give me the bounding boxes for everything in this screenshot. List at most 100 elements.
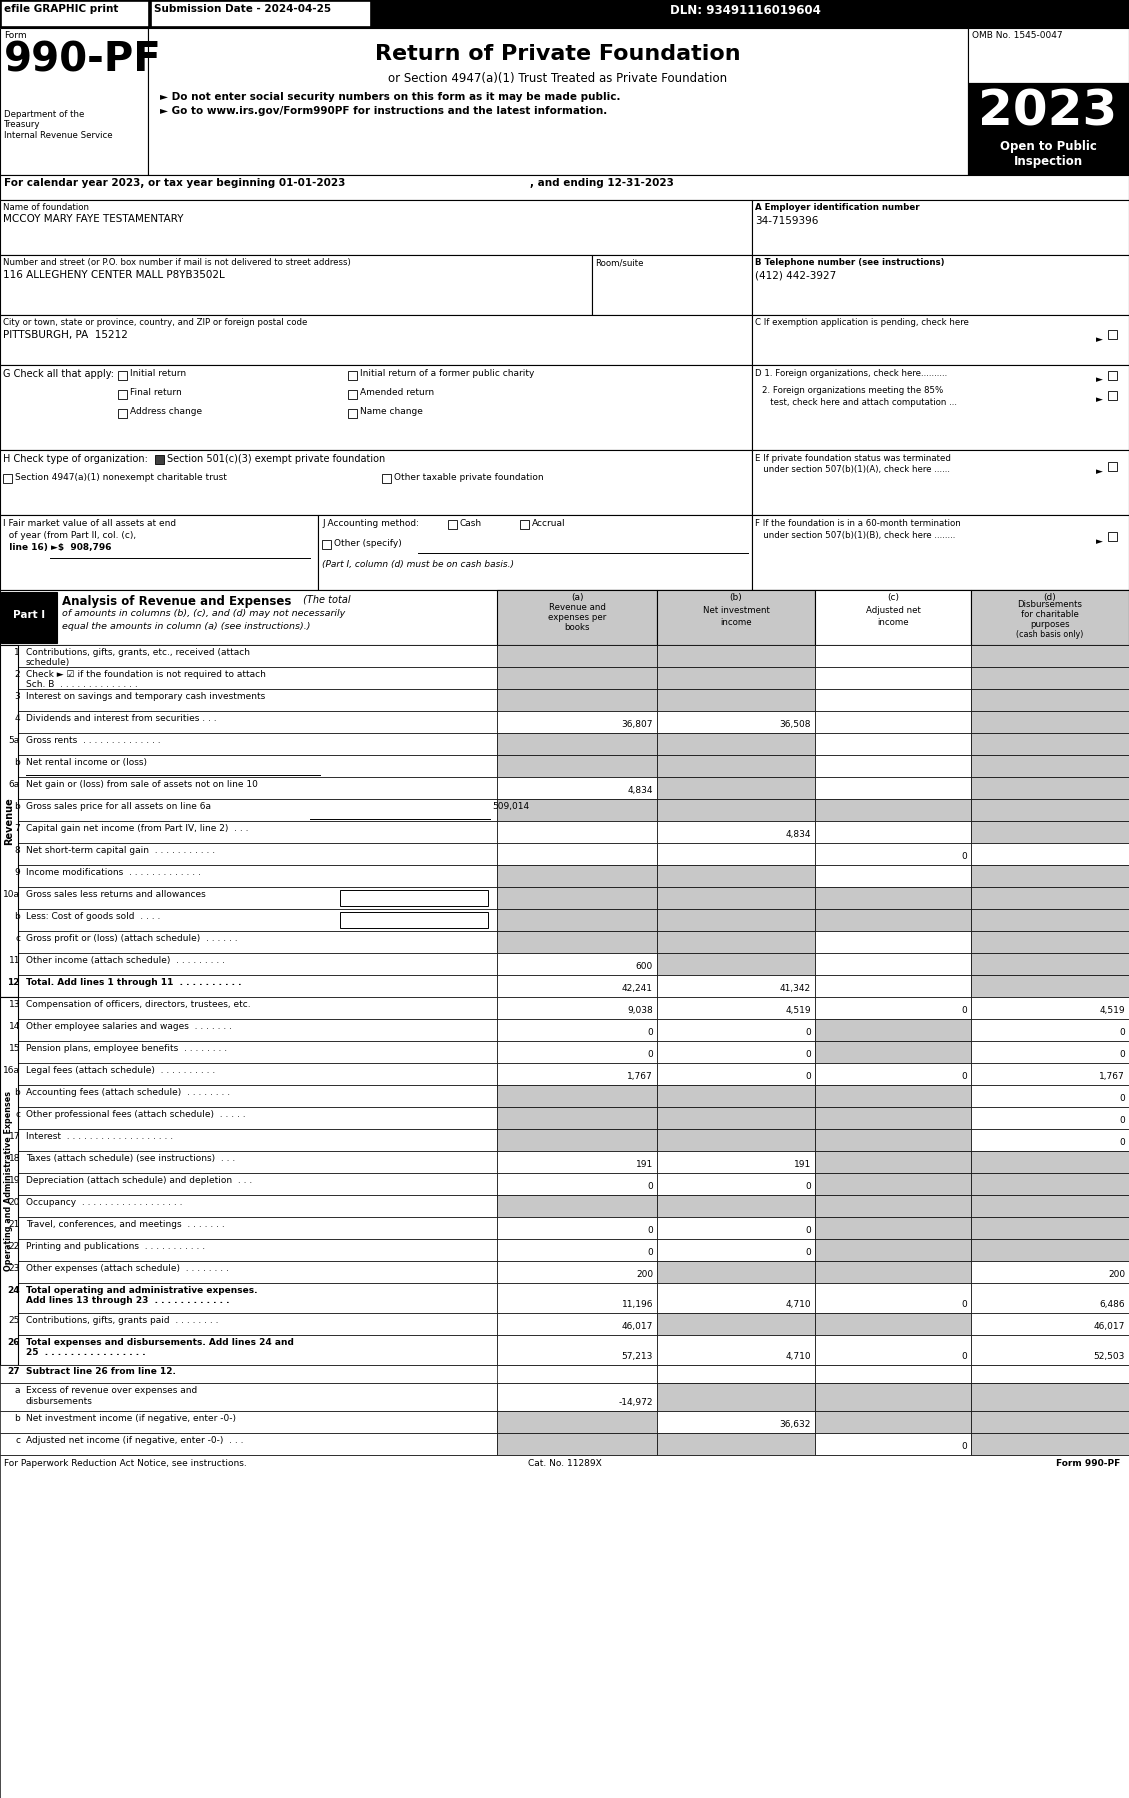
Text: 0: 0 <box>961 1072 968 1081</box>
Bar <box>815 645 971 667</box>
Bar <box>971 645 1129 667</box>
Bar <box>968 83 1129 174</box>
Text: 0: 0 <box>805 1248 811 1257</box>
Bar <box>657 910 815 931</box>
Text: 19: 19 <box>9 1176 20 1185</box>
Bar <box>815 822 971 843</box>
Bar <box>0 1084 497 1108</box>
Text: b: b <box>15 1088 20 1097</box>
Bar <box>497 910 657 931</box>
Text: Final return: Final return <box>130 388 182 397</box>
Bar <box>497 1217 657 1239</box>
Bar <box>657 1284 815 1313</box>
Bar <box>497 931 657 953</box>
Text: 21: 21 <box>9 1221 20 1230</box>
Text: 990-PF: 990-PF <box>5 40 161 79</box>
Text: -14,972: -14,972 <box>619 1399 653 1408</box>
Bar <box>497 755 657 777</box>
Text: ►: ► <box>1096 467 1103 476</box>
Text: 25: 25 <box>9 1316 20 1325</box>
Bar <box>0 998 18 1365</box>
Bar <box>0 734 497 755</box>
Bar <box>0 777 497 798</box>
Text: Net investment income (if negative, enter -0-): Net investment income (if negative, ente… <box>26 1413 236 1422</box>
Text: Other taxable private foundation: Other taxable private foundation <box>394 473 544 482</box>
Bar <box>815 1383 971 1411</box>
Text: MCCOY MARY FAYE TESTAMENTARY: MCCOY MARY FAYE TESTAMENTARY <box>3 214 184 225</box>
Bar <box>1108 462 1117 471</box>
Bar <box>752 365 1129 450</box>
Text: Part I: Part I <box>12 610 45 620</box>
Bar <box>657 1151 815 1172</box>
Bar <box>0 998 497 1019</box>
Text: Department of the
Treasury
Internal Revenue Service: Department of the Treasury Internal Reve… <box>5 110 113 140</box>
Bar <box>971 667 1129 689</box>
Bar <box>448 520 457 529</box>
Text: 6,486: 6,486 <box>1100 1300 1124 1309</box>
Bar <box>497 822 657 843</box>
Bar <box>0 822 497 843</box>
Bar <box>657 777 815 798</box>
Bar <box>497 1313 657 1334</box>
Bar <box>0 931 497 953</box>
Text: 0: 0 <box>1119 1093 1124 1102</box>
Bar <box>971 1041 1129 1063</box>
Bar <box>497 1383 657 1411</box>
Bar <box>0 1151 497 1172</box>
Text: 116 ALLEGHENY CENTER MALL P8YB3502L: 116 ALLEGHENY CENTER MALL P8YB3502L <box>3 270 225 280</box>
Text: (d): (d) <box>1043 593 1057 602</box>
Bar <box>497 1129 657 1151</box>
Bar <box>815 689 971 710</box>
Text: 4,519: 4,519 <box>1100 1007 1124 1016</box>
Bar <box>119 390 126 399</box>
Text: or Section 4947(a)(1) Trust Treated as Private Foundation: or Section 4947(a)(1) Trust Treated as P… <box>388 72 727 85</box>
Bar <box>340 912 488 928</box>
Text: Gross sales price for all assets on line 6a: Gross sales price for all assets on line… <box>26 802 211 811</box>
Text: 27: 27 <box>8 1366 20 1375</box>
Bar <box>971 1260 1129 1284</box>
Bar <box>0 365 752 450</box>
Text: Interest  . . . . . . . . . . . . . . . . . . .: Interest . . . . . . . . . . . . . . . .… <box>26 1133 173 1142</box>
Text: 0: 0 <box>647 1028 653 1037</box>
Text: c: c <box>15 1109 20 1118</box>
Text: Form 990-PF: Form 990-PF <box>1056 1458 1120 1467</box>
Text: Net gain or (loss) from sale of assets not on line 10: Net gain or (loss) from sale of assets n… <box>26 780 257 789</box>
Text: 6a: 6a <box>9 780 20 789</box>
Text: 36,807: 36,807 <box>621 719 653 728</box>
Bar <box>1108 390 1117 399</box>
Bar <box>497 1433 657 1455</box>
Text: (cash basis only): (cash basis only) <box>1016 629 1084 638</box>
Text: 4,710: 4,710 <box>786 1352 811 1361</box>
Text: Other employee salaries and wages  . . . . . . .: Other employee salaries and wages . . . … <box>26 1021 231 1030</box>
Text: efile GRAPHIC print: efile GRAPHIC print <box>5 4 119 14</box>
Bar <box>815 1019 971 1041</box>
Bar <box>657 1411 815 1433</box>
Text: for charitable: for charitable <box>1021 610 1079 619</box>
Bar <box>0 0 1129 29</box>
Bar <box>971 1383 1129 1411</box>
Bar <box>815 886 971 910</box>
Bar <box>657 1313 815 1334</box>
Bar <box>815 998 971 1019</box>
Bar <box>0 1260 497 1284</box>
Bar <box>0 798 497 822</box>
Text: Open to Public
Inspection: Open to Public Inspection <box>999 140 1096 167</box>
Text: Adjusted net: Adjusted net <box>866 606 920 615</box>
Bar <box>1 592 56 644</box>
Bar <box>0 450 752 514</box>
Bar <box>971 1411 1129 1433</box>
Bar <box>815 1041 971 1063</box>
Bar <box>657 710 815 734</box>
Text: Sch. B  . . . . . . . . . . . . . .: Sch. B . . . . . . . . . . . . . . <box>26 680 138 689</box>
Text: 57,213: 57,213 <box>622 1352 653 1361</box>
Text: F If the foundation is in a 60-month termination: F If the foundation is in a 60-month ter… <box>755 520 961 529</box>
Text: Occupancy  . . . . . . . . . . . . . . . . . .: Occupancy . . . . . . . . . . . . . . . … <box>26 1197 183 1206</box>
Text: 18: 18 <box>9 1154 20 1163</box>
Text: I Fair market value of all assets at end: I Fair market value of all assets at end <box>3 520 176 529</box>
Text: ►: ► <box>1096 376 1103 385</box>
Text: 0: 0 <box>647 1248 653 1257</box>
Bar <box>3 475 12 484</box>
Bar <box>0 1041 497 1063</box>
Text: Net investment: Net investment <box>702 606 770 615</box>
Text: 46,017: 46,017 <box>1094 1322 1124 1331</box>
